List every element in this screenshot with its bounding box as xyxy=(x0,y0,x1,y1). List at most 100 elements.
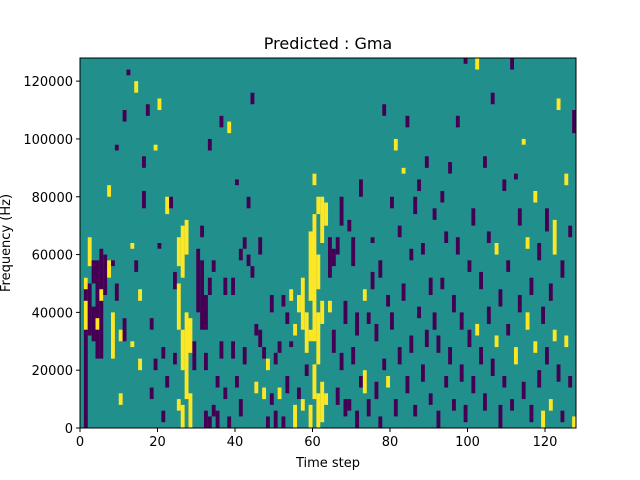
heatmap-cell xyxy=(339,352,344,371)
heatmap-cell xyxy=(328,237,332,278)
heatmap-cell xyxy=(568,225,573,238)
heatmap-cell xyxy=(459,312,464,330)
heatmap-cell xyxy=(107,185,112,197)
heatmap-cell xyxy=(269,393,274,405)
heatmap-cell xyxy=(455,237,460,255)
heatmap-cell xyxy=(514,347,518,365)
heatmap-cell xyxy=(138,358,143,371)
heatmap-cell xyxy=(366,399,371,417)
heatmap-cell xyxy=(556,364,561,382)
heatmap-cell xyxy=(401,283,406,301)
heatmap-cell xyxy=(362,289,367,301)
heatmap-cell xyxy=(502,179,507,191)
heatmap-cell xyxy=(374,381,379,400)
heatmap-cell xyxy=(238,399,243,417)
heatmap-cell xyxy=(448,162,453,174)
heatmap-cell xyxy=(204,295,208,330)
heatmap-cell xyxy=(514,173,518,180)
heatmap-cell xyxy=(401,167,406,174)
heatmap-cell xyxy=(95,260,100,359)
heatmap-cell xyxy=(180,404,185,429)
heatmap-cell xyxy=(347,399,352,411)
heatmap-cell xyxy=(320,381,325,423)
heatmap-cell xyxy=(552,329,557,342)
heatmap-cell xyxy=(471,208,476,226)
heatmap-cell xyxy=(436,335,441,353)
heatmap-cell xyxy=(277,387,282,400)
heatmap-cell xyxy=(219,341,224,359)
heatmap-cell xyxy=(444,375,449,388)
heatmap-cell xyxy=(370,271,375,290)
heatmap-cell xyxy=(510,58,515,70)
heatmap-cell xyxy=(242,237,247,249)
heatmap-cell xyxy=(111,312,115,359)
heatmap-cell xyxy=(452,295,456,313)
heatmap-cell xyxy=(335,387,340,405)
x-tick-label: 80 xyxy=(382,435,399,450)
heatmap-cell xyxy=(227,121,232,134)
heatmap-cell xyxy=(83,300,88,330)
heatmap-cell xyxy=(545,347,549,365)
heatmap-cell xyxy=(289,341,294,348)
heatmap-cell xyxy=(510,399,515,411)
heatmap-cell xyxy=(355,312,360,336)
heatmap-cell xyxy=(467,260,472,272)
heatmap-cell xyxy=(122,318,127,342)
heatmap-cell xyxy=(254,381,259,394)
heatmap-cell xyxy=(467,329,472,348)
heatmap-cell xyxy=(316,393,321,428)
heatmap-cell xyxy=(262,387,267,400)
y-tick-label: 60000 xyxy=(32,249,73,264)
heatmap-cell xyxy=(506,260,511,272)
heatmap-cell xyxy=(111,260,115,267)
heatmap-cell xyxy=(316,254,321,290)
heatmap-cell xyxy=(521,381,526,400)
heatmap-cell xyxy=(502,375,507,388)
heatmap-cell xyxy=(490,92,495,105)
heatmap-cell xyxy=(541,306,546,324)
heatmap-cell xyxy=(490,358,495,376)
heatmap-cell xyxy=(122,110,127,122)
heatmap-cell xyxy=(382,358,387,371)
heatmap-cell xyxy=(130,341,135,348)
heatmap-cell xyxy=(126,69,131,76)
heatmap-cell xyxy=(498,289,503,307)
heatmap-cell xyxy=(223,387,228,400)
heatmap-cell xyxy=(479,347,484,365)
heatmap-cell xyxy=(494,243,499,255)
heatmap-cell xyxy=(215,410,220,428)
heatmap-cell xyxy=(459,364,464,382)
heatmap-cell xyxy=(335,237,340,255)
heatmap-cell xyxy=(149,318,154,330)
heatmap-cell xyxy=(138,289,143,301)
heatmap-cell xyxy=(331,248,336,267)
heatmap-cell xyxy=(494,335,499,348)
heatmap-cell xyxy=(211,404,216,417)
heatmap-cell xyxy=(316,312,321,365)
heatmap-cell xyxy=(176,399,181,411)
heatmap-cell xyxy=(304,364,309,376)
heatmap-cell xyxy=(204,352,208,371)
heatmap-cell xyxy=(529,404,534,423)
heatmap-cell xyxy=(386,375,391,388)
heatmap-cell xyxy=(328,300,332,313)
heatmap-cell xyxy=(231,277,236,296)
heatmap-cell xyxy=(409,335,414,353)
heatmap-cell xyxy=(455,115,460,128)
heatmap-cell xyxy=(293,323,298,336)
heatmap-cell xyxy=(397,225,402,238)
heatmap-cell xyxy=(413,404,418,417)
heatmap-cell xyxy=(173,352,177,365)
x-tick-label: 20 xyxy=(149,435,166,450)
heatmap-cell xyxy=(227,416,232,428)
heatmap-cell xyxy=(409,248,414,261)
heatmap-cell xyxy=(424,329,429,348)
y-tick-label: 120000 xyxy=(23,75,73,90)
heatmap-cell xyxy=(320,196,325,243)
heatmap-cell xyxy=(397,347,402,365)
heatmap-cell xyxy=(517,208,522,226)
heatmap-cell xyxy=(266,416,270,428)
x-tick-label: 40 xyxy=(227,435,244,450)
heatmap-cell xyxy=(436,410,441,428)
